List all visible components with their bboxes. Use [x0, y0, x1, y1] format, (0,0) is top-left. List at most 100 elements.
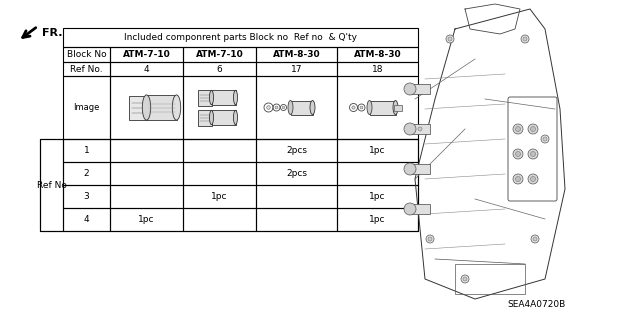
Text: Image: Image: [74, 103, 100, 112]
Bar: [256, 208, 337, 231]
Bar: [40, 139, 63, 231]
Circle shape: [461, 275, 469, 283]
Bar: [394, 105, 401, 110]
Ellipse shape: [172, 95, 180, 120]
Bar: [183, 208, 256, 231]
Circle shape: [541, 135, 549, 143]
Bar: [256, 139, 337, 162]
Circle shape: [531, 127, 536, 131]
Text: Included componrent parts Block no  Ref no  & Q'ty: Included componrent parts Block no Ref n…: [124, 33, 357, 42]
Text: 2pcs: 2pcs: [286, 169, 307, 178]
Bar: [63, 47, 110, 62]
Bar: [110, 76, 183, 139]
Circle shape: [404, 123, 416, 135]
Text: Ref No: Ref No: [36, 181, 67, 189]
Circle shape: [523, 37, 527, 41]
Bar: [63, 62, 110, 76]
Bar: [110, 47, 183, 62]
Bar: [183, 62, 256, 76]
Bar: [147, 95, 177, 120]
Ellipse shape: [142, 95, 150, 120]
Circle shape: [416, 125, 424, 133]
Circle shape: [267, 106, 270, 109]
Circle shape: [531, 152, 536, 157]
Text: Block No: Block No: [67, 50, 106, 59]
Ellipse shape: [288, 100, 293, 115]
Ellipse shape: [209, 110, 214, 125]
Bar: [291, 100, 312, 115]
Ellipse shape: [209, 90, 214, 105]
Ellipse shape: [393, 100, 398, 115]
Bar: [183, 139, 256, 162]
Bar: [63, 208, 110, 231]
Text: ATM-7-10: ATM-7-10: [196, 50, 243, 59]
Bar: [256, 185, 337, 208]
Circle shape: [528, 149, 538, 159]
Text: FR.: FR.: [42, 28, 63, 38]
Bar: [198, 109, 211, 125]
Circle shape: [531, 176, 536, 182]
Circle shape: [428, 237, 432, 241]
Text: 1: 1: [84, 146, 90, 155]
Circle shape: [418, 127, 422, 131]
Bar: [337, 62, 418, 76]
Circle shape: [404, 83, 416, 95]
Bar: [337, 185, 418, 208]
Text: 17: 17: [291, 64, 302, 73]
Bar: [183, 47, 256, 62]
Circle shape: [282, 106, 285, 109]
Circle shape: [531, 235, 539, 243]
Ellipse shape: [310, 100, 315, 115]
Text: 18: 18: [372, 64, 383, 73]
Circle shape: [513, 124, 523, 134]
Bar: [211, 90, 236, 105]
Bar: [63, 76, 110, 139]
Circle shape: [360, 106, 363, 109]
Text: ATM-7-10: ATM-7-10: [123, 50, 170, 59]
Bar: [110, 162, 183, 185]
Bar: [337, 162, 418, 185]
Bar: [40, 139, 418, 231]
Circle shape: [426, 235, 434, 243]
Circle shape: [515, 127, 520, 131]
Text: 1pc: 1pc: [138, 215, 155, 224]
Circle shape: [528, 124, 538, 134]
Bar: [410, 124, 430, 134]
Circle shape: [513, 174, 523, 184]
Text: Ref No.: Ref No.: [70, 64, 103, 73]
Circle shape: [404, 163, 416, 175]
Bar: [110, 185, 183, 208]
Text: ATM-8-30: ATM-8-30: [273, 50, 320, 59]
Bar: [337, 139, 418, 162]
Text: 1pc: 1pc: [369, 192, 386, 201]
Bar: [110, 62, 183, 76]
Bar: [337, 47, 418, 62]
Circle shape: [446, 35, 454, 43]
Bar: [183, 185, 256, 208]
Text: 3: 3: [84, 192, 90, 201]
Text: 2: 2: [84, 169, 90, 178]
Bar: [256, 47, 337, 62]
Bar: [183, 162, 256, 185]
Bar: [63, 28, 418, 47]
Circle shape: [275, 106, 278, 109]
Text: ATM-8-30: ATM-8-30: [354, 50, 401, 59]
Bar: [410, 204, 430, 214]
Bar: [337, 76, 418, 139]
Bar: [110, 139, 183, 162]
Bar: [110, 208, 183, 231]
Bar: [337, 208, 418, 231]
Bar: [455, 264, 525, 294]
Bar: [256, 62, 337, 76]
Text: 2pcs: 2pcs: [286, 146, 307, 155]
Text: 1pc: 1pc: [211, 192, 228, 201]
Bar: [410, 164, 430, 174]
Ellipse shape: [367, 100, 372, 115]
Bar: [369, 100, 396, 115]
Circle shape: [528, 174, 538, 184]
Circle shape: [521, 35, 529, 43]
Text: 1pc: 1pc: [369, 215, 386, 224]
Circle shape: [463, 277, 467, 281]
Text: SEA4A0720B: SEA4A0720B: [507, 300, 565, 309]
Circle shape: [404, 203, 416, 215]
